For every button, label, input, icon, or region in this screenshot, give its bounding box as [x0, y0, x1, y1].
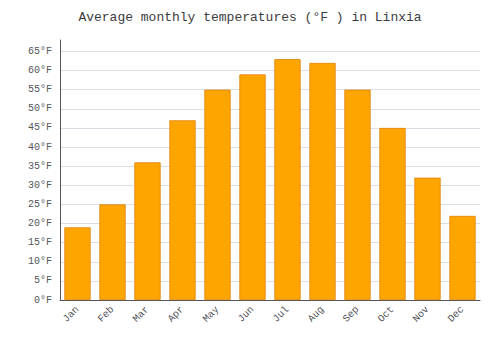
svg-text:60°F: 60°F: [28, 65, 52, 76]
svg-text:25°F: 25°F: [28, 199, 52, 210]
svg-text:Dec: Dec: [446, 304, 466, 324]
svg-text:55°F: 55°F: [28, 84, 52, 95]
svg-text:Sep: Sep: [341, 304, 361, 324]
svg-text:10°F: 10°F: [28, 256, 52, 267]
svg-text:Feb: Feb: [96, 304, 116, 324]
svg-text:45°F: 45°F: [28, 122, 52, 133]
svg-text:Oct: Oct: [376, 304, 396, 324]
svg-text:65°F: 65°F: [28, 46, 52, 57]
svg-text:Jul: Jul: [271, 304, 291, 324]
svg-text:Apr: Apr: [166, 304, 186, 324]
svg-text:15°F: 15°F: [28, 237, 52, 248]
svg-text:Nov: Nov: [411, 304, 431, 324]
svg-text:0°F: 0°F: [34, 295, 52, 306]
svg-text:30°F: 30°F: [28, 180, 52, 191]
svg-text:Average monthly temperatures (: Average monthly temperatures (°F ) in Li…: [78, 10, 421, 25]
svg-text:Jun: Jun: [236, 304, 256, 324]
svg-text:Jan: Jan: [61, 304, 81, 324]
svg-text:5°F: 5°F: [34, 275, 52, 286]
svg-text:Mar: Mar: [131, 304, 151, 324]
svg-text:20°F: 20°F: [28, 218, 52, 229]
svg-text:50°F: 50°F: [28, 103, 52, 114]
svg-text:May: May: [201, 304, 221, 324]
svg-text:Aug: Aug: [306, 304, 326, 324]
svg-text:40°F: 40°F: [28, 142, 52, 153]
svg-text:35°F: 35°F: [28, 161, 52, 172]
